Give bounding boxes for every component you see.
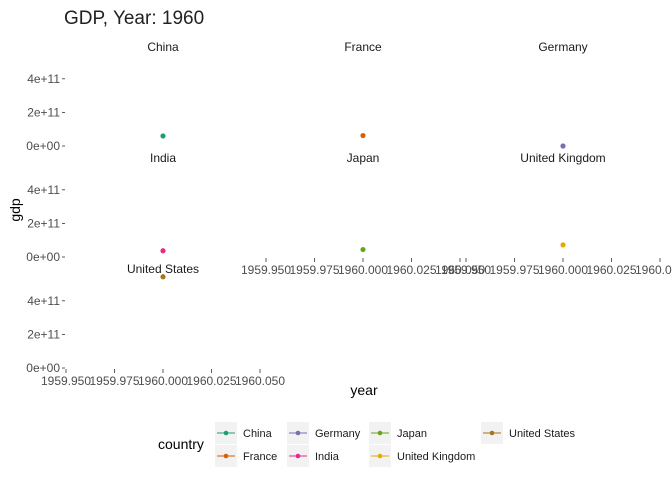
y-tick-label: 2e+11 xyxy=(27,216,60,230)
facet-japan: Japan 1959.9501959.9751960.0001960.025196… xyxy=(241,151,485,277)
legend-swatch-point xyxy=(377,453,383,459)
facet-panels: China 0e+00 2e+11 4e+11 France Germany India 0e… xyxy=(26,40,672,388)
legend-title: country xyxy=(158,436,204,452)
facet-label: India xyxy=(150,151,176,165)
facet-label: France xyxy=(344,40,382,54)
data-point-germany xyxy=(560,143,566,149)
legend-label: India xyxy=(315,451,340,463)
x-tick-label: 1960.050 xyxy=(235,374,285,388)
legend-item-china: China xyxy=(215,422,273,444)
y-tick-label: 4e+11 xyxy=(27,183,60,197)
legend-label: Japan xyxy=(397,428,427,440)
legend-item-france: France xyxy=(215,445,277,467)
y-tick-label: 4e+11 xyxy=(27,72,60,86)
facet-india: India 0e+00 2e+11 4e+11 xyxy=(26,151,176,264)
x-tick-label: 1960.000 xyxy=(338,263,388,277)
x-tick-label: 1960.000 xyxy=(138,374,188,388)
y-tick-label: 0e+00 xyxy=(26,250,60,264)
data-point-china xyxy=(160,133,166,139)
facet-united-kingdom: United Kingdom1959.9501959.9751960.00019… xyxy=(441,151,672,277)
x-tick-label: 1959.975 xyxy=(489,263,539,277)
facet-label: China xyxy=(147,40,179,54)
x-tick-label: 1960.050 xyxy=(435,263,485,277)
y-tick-label: 0e+00 xyxy=(26,139,60,153)
legend-label: Germany xyxy=(315,428,361,440)
y-tick-label: 2e+11 xyxy=(27,327,60,341)
legend-swatch-point xyxy=(489,430,495,436)
x-tick-label: 1960.025 xyxy=(186,374,236,388)
legend-item-united-states: United States xyxy=(481,422,576,444)
legend-swatch-point xyxy=(295,453,301,459)
x-tick-label: 1959.975 xyxy=(89,374,139,388)
data-point-japan xyxy=(360,246,366,253)
facet-china: China 0e+00 2e+11 4e+11 xyxy=(26,40,179,153)
x-tick-label: 1959.950 xyxy=(241,263,291,277)
legend-swatch-point xyxy=(295,430,301,436)
legend-item-japan: Japan xyxy=(369,422,427,444)
x-axis-title: year xyxy=(350,382,378,398)
facet-germany: Germany xyxy=(538,40,588,149)
facet-france: France xyxy=(344,40,382,139)
facet-label: United States xyxy=(127,262,199,276)
x-tick-label: 1960.025 xyxy=(586,263,636,277)
y-tick-label: 4e+11 xyxy=(27,294,60,308)
x-tick-label: 1959.950 xyxy=(41,374,91,388)
facet-label: United Kingdom xyxy=(520,151,605,165)
facet-label: Japan xyxy=(347,151,380,165)
data-point-france xyxy=(360,132,366,139)
x-tick-label: 1959.975 xyxy=(289,263,339,277)
legend-label: France xyxy=(243,451,277,463)
legend-label: United Kingdom xyxy=(397,451,475,463)
legend: country China France Germany India Japan Unit… xyxy=(158,422,576,467)
data-point-united-states xyxy=(160,274,166,280)
legend-label: China xyxy=(243,428,273,440)
facet-united-states: United States 0e+00 2e+11 4e+11 1959.9501959… xyxy=(26,262,285,388)
legend-label: United States xyxy=(509,428,576,440)
legend-swatch-point xyxy=(377,430,383,436)
data-point-india xyxy=(160,248,166,254)
legend-item-united-kingdom: United Kingdom xyxy=(369,445,475,467)
data-point-united-kingdom xyxy=(560,242,566,248)
x-tick-label: 1959.950 xyxy=(441,263,491,277)
legend-item-india: India xyxy=(287,445,340,467)
y-axis-title: gdp xyxy=(7,198,23,222)
facet-label: Germany xyxy=(538,40,587,54)
y-tick-label: 2e+11 xyxy=(27,105,60,119)
legend-swatch-point xyxy=(223,430,229,436)
x-tick-label: 1960.025 xyxy=(386,263,436,277)
legend-swatch-point xyxy=(223,453,229,459)
y-tick-label: 0e+00 xyxy=(26,361,60,375)
x-tick-label: 1960.050 xyxy=(635,263,672,277)
legend-item-germany: Germany xyxy=(287,422,361,444)
chart-title: GDP, Year: 1960 xyxy=(64,8,204,29)
x-tick-label: 1960.000 xyxy=(538,263,588,277)
